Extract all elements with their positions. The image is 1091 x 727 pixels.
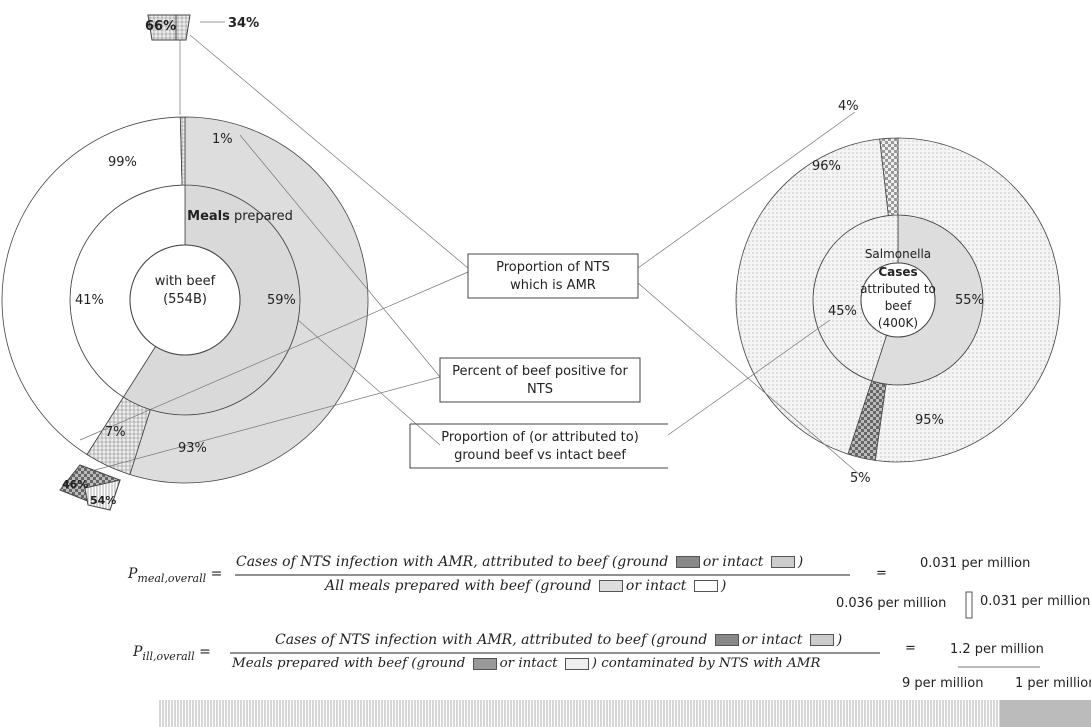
callout-boxes — [409, 253, 668, 469]
result: 1 per million — [1015, 676, 1091, 691]
text: ) — [797, 554, 804, 570]
callout-text: Proportion of (or attributed to) — [441, 430, 639, 445]
text: All meals prepared with beef (ground — [325, 578, 596, 594]
insets — [59, 14, 191, 511]
segment-label: 1% — [212, 132, 233, 147]
segment — [874, 137, 1061, 463]
equals: = — [905, 641, 916, 656]
symbol: P — [128, 566, 138, 582]
result: 9 per million — [902, 676, 984, 691]
symbol: P — [133, 644, 143, 660]
segment — [129, 116, 369, 484]
numerator: Cases of NTS infection with AMR, attribu… — [275, 632, 842, 648]
subscript: ill,overall — [142, 649, 195, 663]
denominator: Meals prepared with beef (ground or inta… — [232, 656, 820, 671]
formula-lhs: Pill,overall = — [133, 644, 211, 663]
text: ) contaminated by NTS with AMR — [591, 656, 821, 671]
center-line: with beef — [155, 274, 216, 289]
swatch — [472, 657, 497, 670]
segment-label: 96% — [812, 159, 841, 174]
result: 0.031 per million — [980, 594, 1091, 609]
center-line: attributed to — [860, 282, 936, 296]
segment — [879, 137, 899, 216]
swatch — [598, 580, 623, 592]
segment-label: 4% — [838, 99, 859, 114]
donut-hole — [129, 244, 241, 356]
center-line: (554B) — [163, 292, 207, 307]
denominator: All meals prepared with beef (ground or … — [325, 578, 726, 594]
text: ) — [720, 578, 727, 594]
text: or intact — [702, 554, 768, 570]
inset-label: 66% — [145, 19, 176, 34]
numerator: Cases of NTS infection with AMR, attribu… — [236, 554, 803, 570]
donuts — [1, 116, 1061, 484]
callout-text: Percent of beef positive for — [452, 364, 628, 379]
inset-labels: 66% 34% 46% 54% — [62, 16, 259, 507]
center-line: Cases — [878, 265, 917, 279]
center-bold: Meals — [187, 209, 230, 224]
swatch — [714, 634, 739, 646]
callout-text: ground beef vs intact beef — [454, 448, 626, 463]
segment-label: 55% — [955, 293, 984, 308]
center-line: beef — [885, 299, 912, 313]
center-line: prepared — [230, 209, 293, 224]
segment-label: 99% — [108, 155, 137, 170]
bottom-strip — [158, 700, 1091, 727]
segment-label: 45% — [828, 304, 857, 319]
text: Cases of NTS infection with AMR, attribu… — [275, 632, 712, 648]
swatch — [770, 556, 795, 568]
result: 1.2 per million — [950, 642, 1044, 657]
segment-label: 59% — [267, 293, 296, 308]
segment — [735, 138, 889, 455]
segment-label: 41% — [75, 293, 104, 308]
segment — [1, 116, 183, 456]
inset-label: 46% — [62, 478, 88, 491]
swatch — [693, 580, 718, 592]
result: 0.036 per million — [836, 596, 947, 611]
result: 0.031 per million — [920, 556, 1031, 571]
swatch — [564, 657, 589, 670]
callout-text: NTS — [527, 382, 553, 397]
connector-lines — [79, 21, 861, 476]
text: Meals prepared with beef (ground — [232, 656, 470, 671]
segment — [179, 116, 186, 186]
text: or intact — [499, 656, 562, 671]
result-bar — [965, 591, 973, 619]
swatch — [809, 634, 834, 646]
center-line: (400K) — [878, 316, 918, 330]
donut-hole — [860, 262, 936, 338]
segment-label: 93% — [178, 441, 207, 456]
callout-text: which is AMR — [510, 278, 596, 293]
callout-text: Proportion of NTS — [496, 260, 610, 275]
center-line: Salmonella — [865, 247, 931, 261]
bottom-strip — [1000, 700, 1091, 727]
segment-label: 95% — [915, 413, 944, 428]
text: or intact — [625, 578, 691, 594]
subscript: meal,overall — [137, 571, 207, 585]
inset-label: 54% — [90, 494, 116, 507]
segment-label: 5% — [850, 471, 871, 486]
text: or intact — [741, 632, 807, 648]
inset-label: 34% — [228, 16, 259, 31]
segment-label: 7% — [105, 425, 126, 440]
swatch — [675, 556, 700, 568]
formula-lhs: Pmeal,overall = — [128, 566, 223, 585]
text: ) — [836, 632, 843, 648]
text: Cases of NTS infection with AMR, attribu… — [236, 554, 673, 570]
center-label: Meals prepared — [187, 209, 293, 224]
equals: = — [876, 566, 887, 581]
